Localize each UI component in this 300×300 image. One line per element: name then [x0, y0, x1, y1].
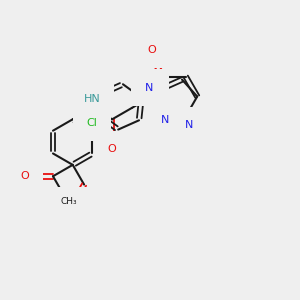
- Text: N: N: [184, 120, 193, 130]
- Text: O: O: [108, 144, 117, 154]
- Text: O: O: [21, 171, 30, 181]
- Text: HN: HN: [84, 94, 101, 104]
- Text: CH₃: CH₃: [60, 197, 77, 206]
- Text: N: N: [161, 116, 170, 125]
- Text: O: O: [68, 206, 77, 216]
- Text: O: O: [147, 45, 156, 55]
- Text: N: N: [145, 82, 153, 93]
- Text: Cl: Cl: [87, 118, 98, 128]
- Text: N: N: [148, 82, 156, 93]
